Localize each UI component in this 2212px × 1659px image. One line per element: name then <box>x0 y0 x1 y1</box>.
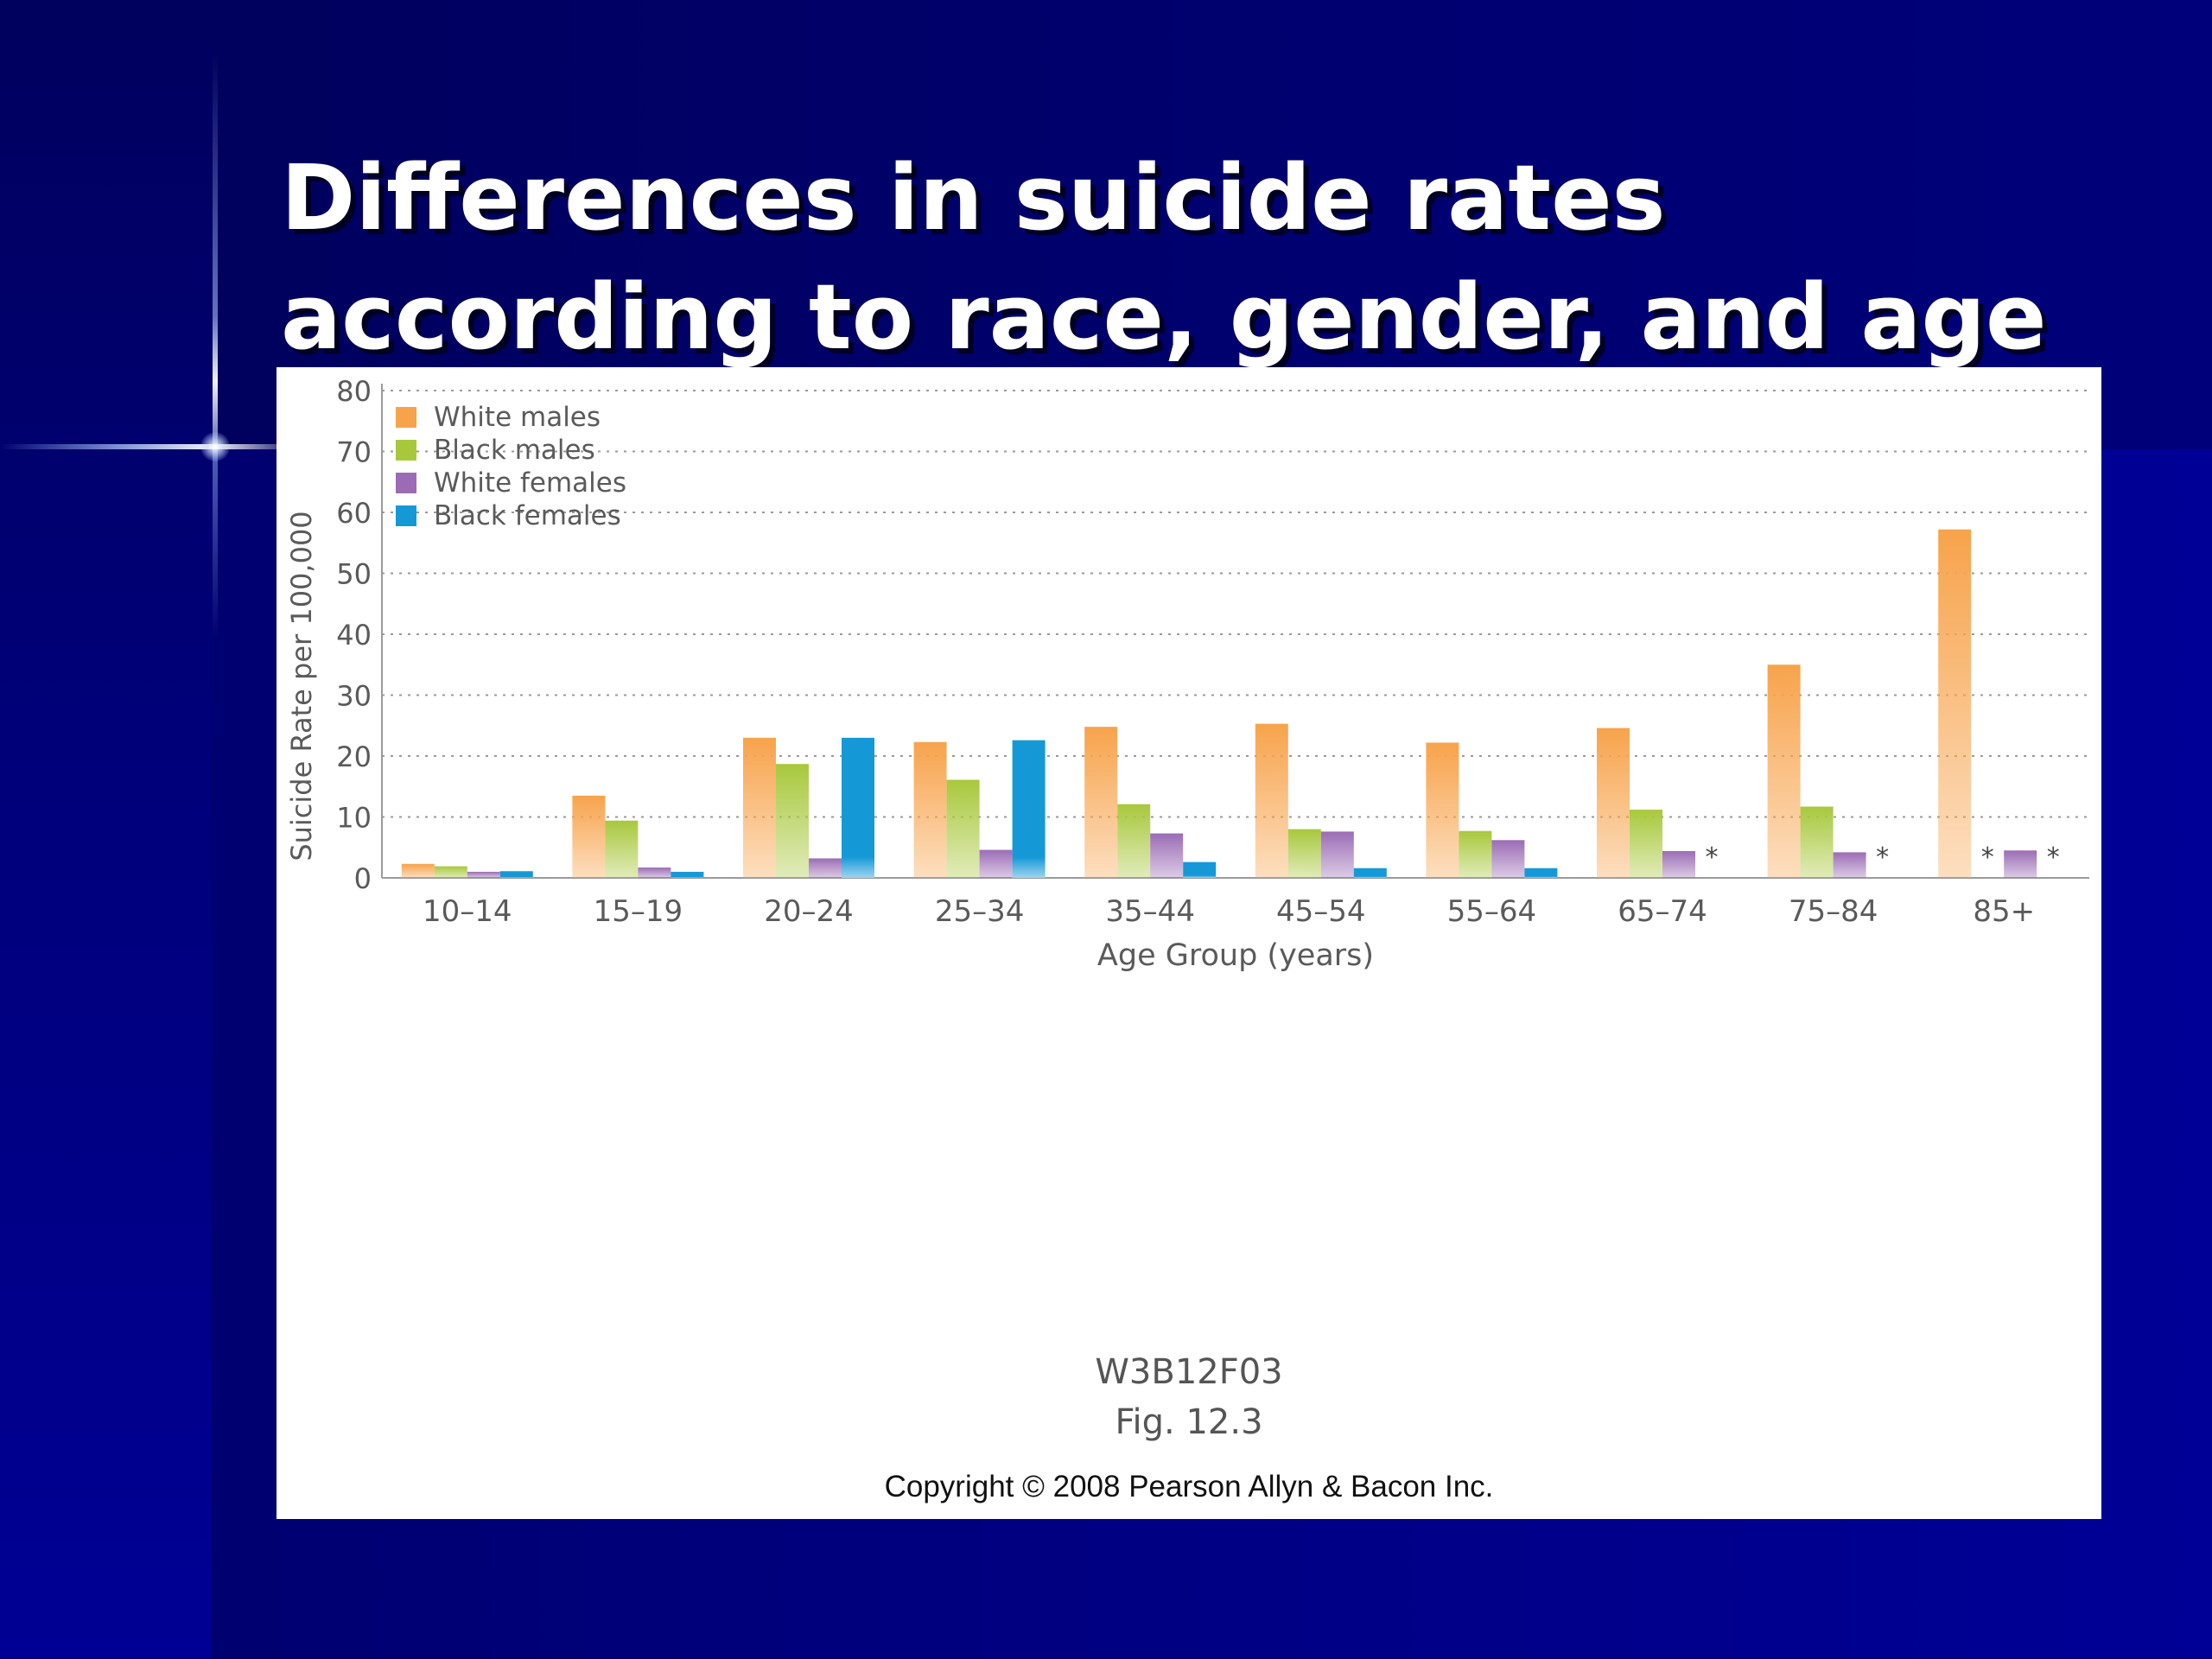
y-axis-title: Suicide Rate per 100,000 <box>285 511 318 861</box>
x-axis-title: Age Group (years) <box>1097 938 1374 973</box>
x-axis-ticks: 10–14 15–19 20–24 25–34 35–44 45–54 55–64 65–74… <box>423 894 2035 929</box>
bar-white-females-25-34 <box>979 849 1013 878</box>
bar-white-females-55-64 <box>1491 840 1525 878</box>
bar-black-females-15-19 <box>671 871 704 878</box>
bar-black-females-10-14 <box>499 871 533 878</box>
bar-black-females-35-44 <box>1183 861 1217 878</box>
bar-white-females-45-54 <box>1320 831 1354 878</box>
bar-white-females-35-44 <box>1150 833 1184 878</box>
bar-white-males-65-74 <box>1597 728 1630 878</box>
bar-black-males-15-19 <box>605 820 639 878</box>
figure-number: Fig. 12.3 <box>1115 1402 1263 1442</box>
bars <box>401 529 2037 878</box>
bar-black-females-55-64 <box>1524 868 1558 878</box>
bar-white-males-35-44 <box>1084 727 1118 878</box>
slide-title-line-1: Differences in suicide rates <box>281 145 1666 251</box>
x-tick-label: 10–14 <box>423 894 512 929</box>
y-tick-label: 80 <box>336 375 372 408</box>
gridlines <box>381 384 2089 879</box>
legend-swatch-black-males <box>396 440 416 461</box>
y-tick-label: 50 <box>336 558 372 591</box>
missing-data-marker: * <box>1876 842 1889 873</box>
bar-white-males-55-64 <box>1426 742 1459 878</box>
legend-swatch-white-males <box>396 407 416 428</box>
bar-white-females-85 <box>2004 850 2037 878</box>
bar-black-males-45-54 <box>1287 829 1321 878</box>
legend-label-black-females: Black females <box>434 500 621 531</box>
bar-white-males-10-14 <box>401 863 435 878</box>
bar-white-females-15-19 <box>638 868 671 878</box>
missing-markers: * * * * <box>1706 842 2060 873</box>
y-tick-label: 40 <box>336 619 372 652</box>
y-tick-label: 60 <box>336 497 372 530</box>
bar-white-males-85 <box>1938 529 1972 878</box>
y-tick-label: 70 <box>336 436 372 469</box>
x-tick-label: 75–84 <box>1789 894 1878 929</box>
x-tick-label: 45–54 <box>1276 894 1366 929</box>
missing-data-marker: * <box>1706 842 1719 873</box>
x-tick-label: 55–64 <box>1447 894 1537 929</box>
figure-code: W3B12F03 <box>1095 1352 1283 1392</box>
light-flare-vertical <box>213 52 218 639</box>
missing-data-marker: * <box>1981 842 1994 873</box>
bar-white-females-10-14 <box>467 871 500 878</box>
y-tick-label: 30 <box>336 680 372 713</box>
x-tick-label: 20–24 <box>764 894 854 929</box>
slide-title: Differences in suicide rates according t… <box>281 138 2139 377</box>
bar-white-males-20-24 <box>743 737 776 878</box>
bar-black-males-65-74 <box>1630 810 1662 878</box>
bar-black-males-55-64 <box>1459 830 1492 878</box>
x-tick-label: 85+ <box>1973 894 2035 929</box>
bar-black-males-25-34 <box>946 779 980 878</box>
bar-black-females-45-54 <box>1353 868 1387 878</box>
bar-black-males-10-14 <box>434 866 467 878</box>
y-axis-ticks: 0 10 20 30 40 50 60 70 80 <box>336 375 372 895</box>
bar-black-females-25-34 <box>1012 740 1046 878</box>
y-tick-label: 0 <box>354 862 372 895</box>
bar-white-males-75-84 <box>1767 664 1801 878</box>
bar-white-females-75-84 <box>1833 852 1866 878</box>
bar-black-males-75-84 <box>1800 806 1834 878</box>
legend-swatch-black-females <box>396 505 416 526</box>
bar-white-females-20-24 <box>809 858 842 878</box>
light-flare-center <box>200 432 230 461</box>
missing-data-marker: * <box>2047 842 2060 873</box>
slide-title-line-2: according to race, gender, and age <box>281 264 2047 370</box>
slide-background-left-band <box>0 0 212 1659</box>
legend-swatch-white-females <box>396 473 416 493</box>
x-tick-label: 15–19 <box>594 894 683 929</box>
legend-label-black-males: Black males <box>434 435 595 466</box>
bar-black-females-20-24 <box>842 737 874 878</box>
bar-white-males-15-19 <box>572 795 606 878</box>
bar-white-males-25-34 <box>913 741 947 878</box>
legend-label-white-males: White males <box>434 402 601 433</box>
copyright-notice: Copyright © 2008 Pearson Allyn & Bacon I… <box>884 1470 1494 1503</box>
bar-white-males-45-54 <box>1255 723 1288 878</box>
bar-white-females-65-74 <box>1662 850 1695 878</box>
x-tick-label: 65–74 <box>1618 894 1707 929</box>
y-tick-label: 20 <box>336 741 372 773</box>
y-tick-label: 10 <box>336 802 372 835</box>
bar-black-males-20-24 <box>776 764 809 878</box>
bar-black-males-35-44 <box>1117 804 1151 878</box>
x-tick-label: 25–34 <box>935 894 1025 929</box>
figure-panel: 0 10 20 30 40 50 60 70 80 * * * * 10–14 15–19 20–24 25… <box>276 367 2101 1519</box>
light-flare-horizontal <box>0 444 285 449</box>
legend-label-white-females: White females <box>434 467 626 499</box>
x-tick-label: 35–44 <box>1105 894 1195 929</box>
bar-chart: 0 10 20 30 40 50 60 70 80 * * * * 10–14 15–19 20–24 25… <box>285 375 2089 973</box>
